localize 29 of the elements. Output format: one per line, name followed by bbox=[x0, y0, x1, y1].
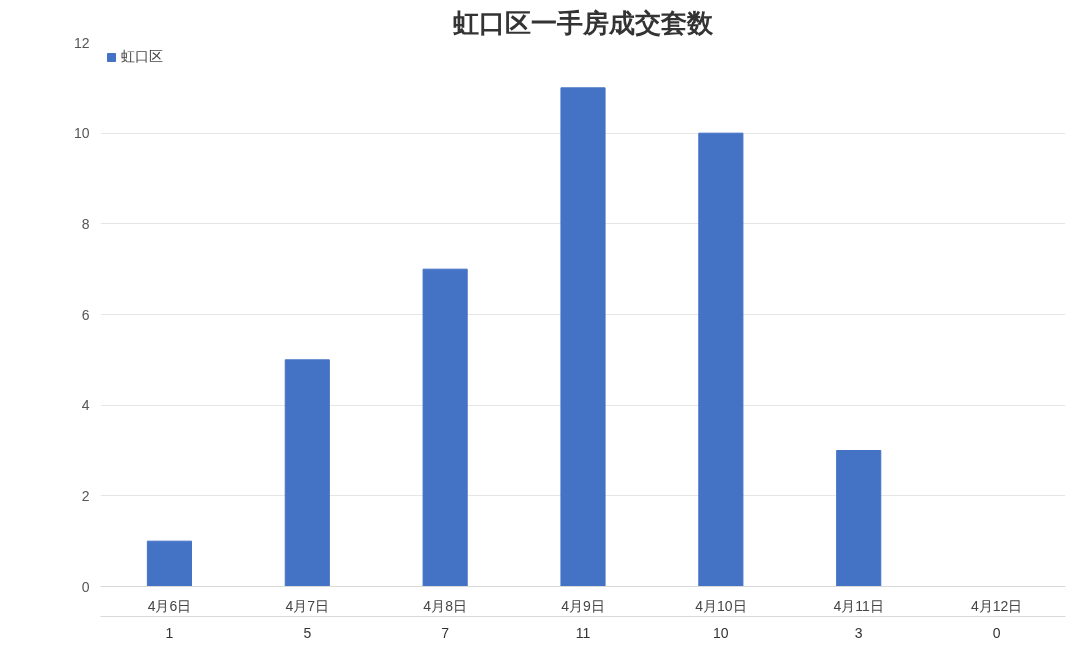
x-tick-label: 4月10日 bbox=[695, 597, 747, 614]
y-tick-label: 2 bbox=[81, 487, 90, 504]
x-tick-label: 4月6日 bbox=[147, 597, 192, 614]
x-tick-label: 4月12日 bbox=[970, 597, 1023, 614]
y-tick-label: 4 bbox=[81, 397, 90, 414]
legend-label: 虹口区 bbox=[121, 48, 163, 66]
x-tick-label: 4月11日 bbox=[833, 597, 884, 614]
y-tick-label: 8 bbox=[81, 215, 90, 232]
chart-title: 虹口区一手房成交套数 bbox=[452, 7, 714, 38]
bar bbox=[836, 450, 882, 587]
bar bbox=[146, 540, 192, 587]
bar bbox=[560, 87, 606, 587]
y-tick-label: 0 bbox=[81, 578, 90, 595]
data-label: 7 bbox=[441, 624, 450, 641]
data-label: 10 bbox=[713, 624, 729, 641]
x-tick-label: 4月8日 bbox=[423, 597, 467, 614]
data-label: 11 bbox=[575, 624, 591, 641]
data-label: 3 bbox=[854, 624, 863, 641]
y-tick-label: 10 bbox=[73, 125, 90, 142]
data-label: 1 bbox=[165, 624, 174, 641]
bar bbox=[698, 132, 744, 587]
y-tick-label: 6 bbox=[81, 306, 90, 323]
bar bbox=[422, 268, 468, 587]
x-tick-label: 4月9日 bbox=[561, 597, 605, 614]
data-label: 0 bbox=[992, 624, 1001, 641]
x-tick-label: 4月7日 bbox=[285, 597, 330, 614]
bar bbox=[284, 359, 330, 587]
y-tick-label: 12 bbox=[73, 34, 90, 51]
data-label: 5 bbox=[303, 624, 312, 641]
